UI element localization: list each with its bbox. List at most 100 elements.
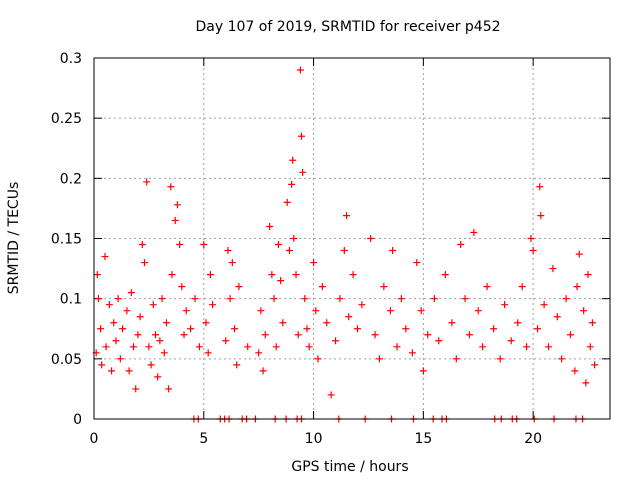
- data-point: [353, 325, 361, 333]
- x-tick-label: 15: [414, 431, 432, 447]
- data-point: [283, 198, 291, 206]
- data-point: [145, 343, 153, 351]
- grid-lines: [94, 58, 610, 419]
- data-point: [336, 295, 344, 303]
- y-axis-label: SRMTID / TECUs: [6, 182, 22, 295]
- data-point: [424, 331, 432, 339]
- data-point: [389, 247, 397, 255]
- data-point: [141, 259, 149, 267]
- data-point: [110, 319, 118, 327]
- data-point: [474, 307, 482, 315]
- data-point: [496, 355, 504, 363]
- data-point: [244, 343, 252, 351]
- data-point: [257, 307, 265, 315]
- data-point: [112, 337, 120, 345]
- data-point: [226, 295, 234, 303]
- data-point: [397, 295, 405, 303]
- data-point: [195, 343, 203, 351]
- x-tick-label: 20: [524, 431, 542, 447]
- data-point: [228, 259, 236, 267]
- data-point: [490, 325, 498, 333]
- data-point: [586, 343, 594, 351]
- data-point: [292, 271, 300, 279]
- data-point: [413, 259, 421, 267]
- data-point: [297, 132, 305, 140]
- data-point: [209, 301, 217, 309]
- data-point: [173, 201, 181, 209]
- data-point: [180, 331, 188, 339]
- data-point: [266, 222, 274, 230]
- y-tick-label: 0.1: [60, 292, 82, 308]
- data-point: [299, 168, 307, 176]
- data-point: [380, 283, 388, 291]
- data-point: [101, 253, 109, 261]
- data-point: [222, 337, 230, 345]
- data-point: [340, 247, 348, 255]
- data-point: [448, 319, 456, 327]
- data-point: [553, 313, 561, 321]
- data-point: [168, 271, 176, 279]
- data-point: [514, 319, 522, 327]
- data-point: [123, 307, 131, 315]
- data-point: [105, 301, 113, 309]
- data-point: [435, 337, 443, 345]
- data-point: [575, 250, 583, 258]
- data-point: [289, 156, 297, 164]
- data-point: [393, 343, 401, 351]
- data-point: [285, 247, 293, 255]
- data-point: [259, 367, 267, 375]
- data-point: [231, 325, 239, 333]
- data-point: [367, 235, 375, 242]
- data-point: [255, 349, 263, 357]
- data-point: [479, 343, 487, 351]
- data-point: [571, 367, 579, 375]
- data-point: [98, 361, 106, 369]
- data-point: [274, 241, 282, 249]
- data-point: [156, 337, 164, 345]
- data-point: [204, 349, 212, 357]
- data-point: [371, 331, 379, 339]
- data-point: [102, 343, 110, 351]
- data-point: [147, 361, 155, 369]
- data-point: [125, 367, 133, 375]
- data-point: [580, 307, 588, 315]
- data-point: [288, 180, 296, 188]
- data-point: [312, 307, 320, 315]
- data-point: [130, 343, 138, 351]
- data-point: [529, 247, 537, 255]
- data-point: [165, 385, 173, 393]
- data-point: [549, 265, 557, 273]
- data-point: [167, 183, 175, 191]
- data-point: [296, 66, 304, 74]
- data-point: [279, 319, 287, 327]
- data-point: [523, 343, 531, 351]
- chart-title: Day 107 of 2019, SRMTID for receiver p45…: [195, 19, 500, 35]
- data-point: [457, 241, 465, 249]
- data-point: [318, 283, 326, 291]
- y-axis: 0 0.05 0.1 0.15 0.2 0.25 0.3: [51, 51, 610, 428]
- data-point: [191, 295, 199, 303]
- y-tick-label: 0.05: [51, 352, 82, 368]
- data-point: [375, 355, 383, 363]
- data-point: [540, 301, 548, 309]
- data-point: [132, 385, 140, 393]
- data-point: [584, 271, 592, 279]
- data-point: [527, 235, 535, 242]
- data-point: [573, 283, 581, 291]
- data-point: [149, 301, 157, 309]
- data-point: [518, 283, 526, 291]
- data-point: [332, 337, 340, 345]
- scatter-points: [92, 66, 599, 423]
- y-tick-label: 0.3: [60, 51, 82, 67]
- data-point: [345, 313, 353, 321]
- data-point: [349, 271, 357, 279]
- data-point: [116, 355, 124, 363]
- data-point: [233, 361, 241, 369]
- y-tick-label: 0.2: [60, 171, 82, 187]
- data-point: [162, 319, 170, 327]
- data-point: [154, 373, 162, 381]
- data-point: [143, 178, 151, 186]
- data-point: [501, 301, 509, 309]
- x-axis: 0 5 10 15 20: [90, 58, 542, 447]
- data-point: [187, 325, 195, 333]
